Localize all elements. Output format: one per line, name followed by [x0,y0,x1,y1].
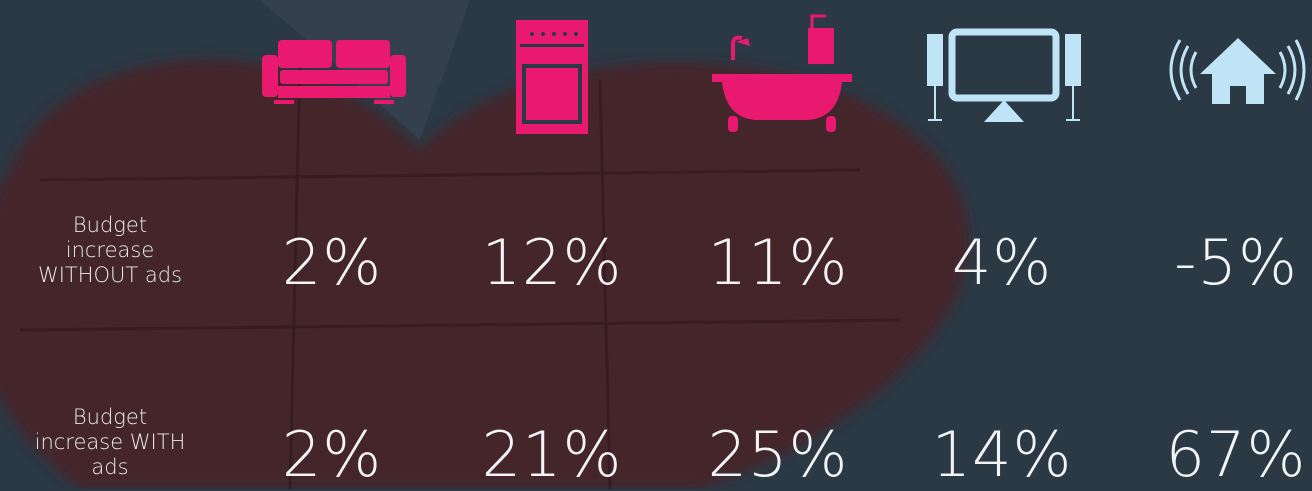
value: 25% [668,420,888,490]
row-label-line: Budget [0,405,220,430]
value: 14% [892,420,1112,490]
row-label-line: increase WITH [0,430,220,455]
value: 4% [892,228,1112,298]
value: 12% [442,228,662,298]
value: 2% [222,228,442,298]
row-label-line: increase [0,238,220,263]
value: 67% [1126,420,1312,490]
value: 2% [222,420,442,490]
value: -5% [1126,228,1312,298]
row-label-line: WITHOUT ads [0,263,220,288]
page: BudgetincreaseWITHOUT ads2%12%11%4%-5%Bu… [0,0,1312,489]
value: 11% [668,228,888,298]
row-label-line: Budget [0,213,220,238]
stove-icon [516,20,588,134]
row-label-line: ads [0,455,220,480]
value: 21% [442,420,662,490]
